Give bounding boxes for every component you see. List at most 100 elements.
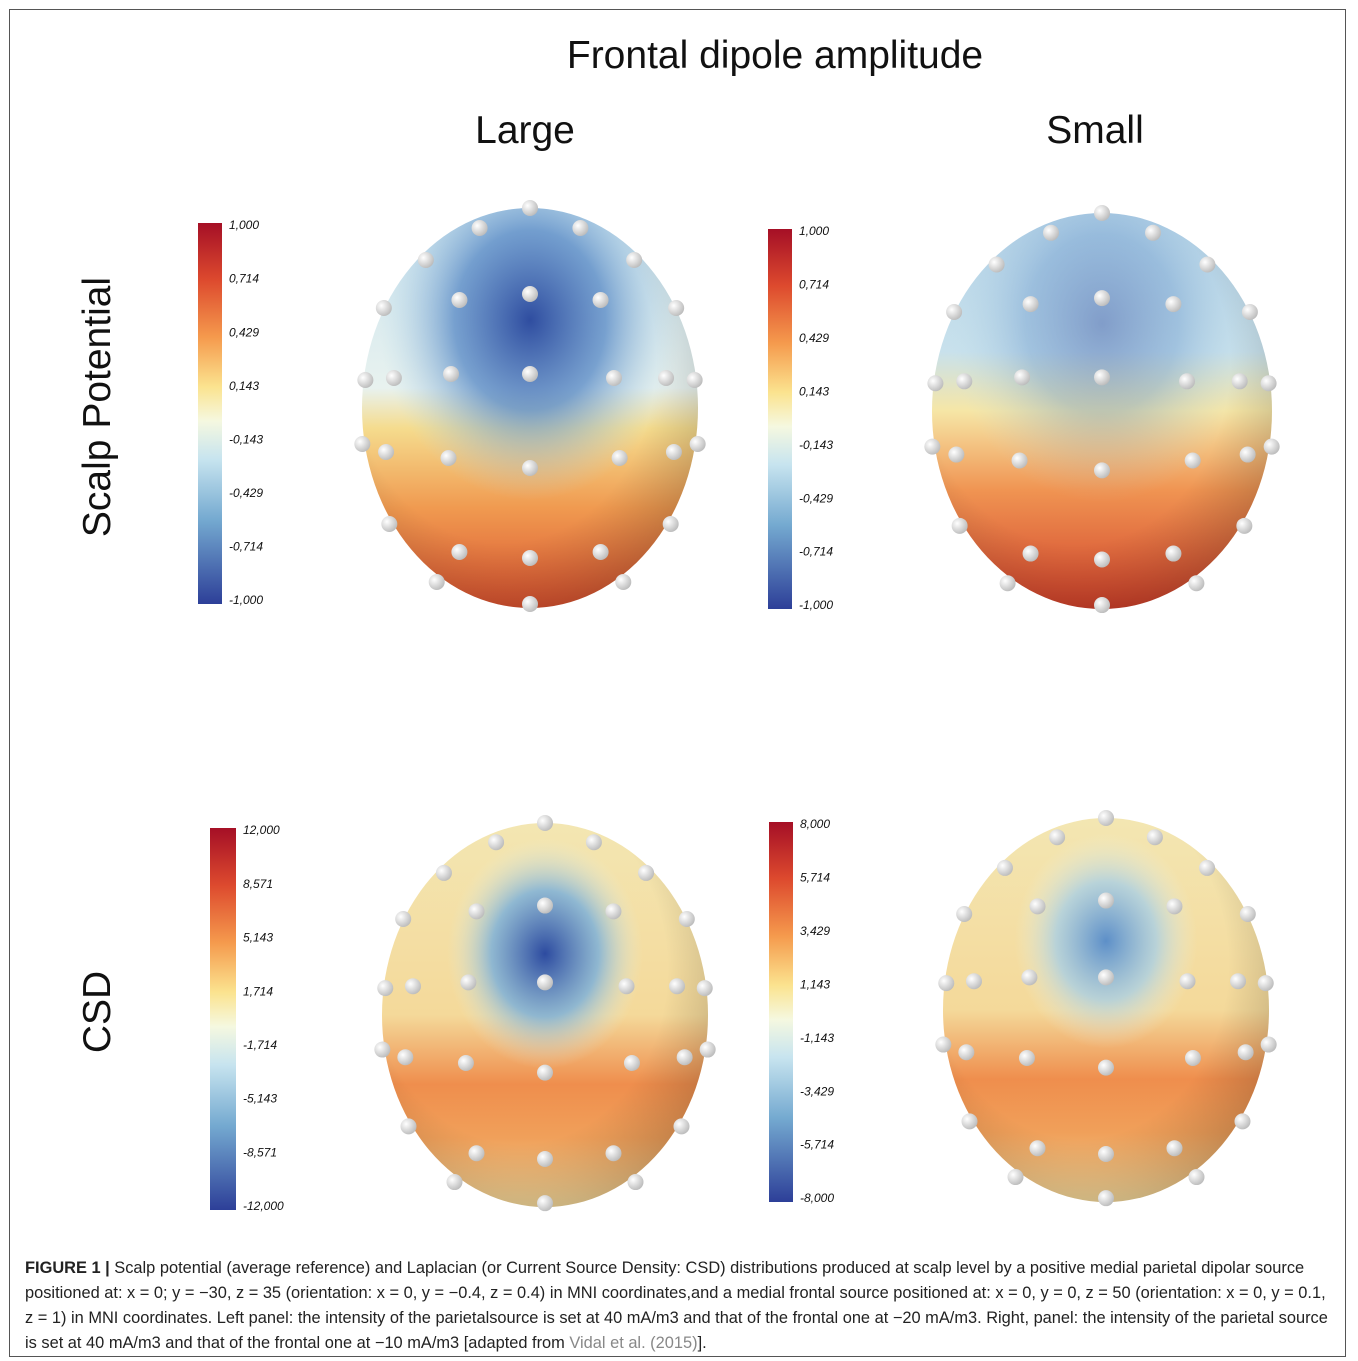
reference-link[interactable]: Vidal et al. (2015) [569, 1334, 698, 1352]
electrode [1022, 545, 1039, 562]
electrode [961, 1113, 978, 1130]
colorbar-label: 8,000 [800, 817, 830, 831]
electrode [1166, 1140, 1183, 1157]
colorbar-label: -8,571 [243, 1145, 277, 1159]
electrode [1179, 973, 1196, 990]
electrode [605, 903, 622, 920]
colorbar-label: -0,714 [799, 545, 833, 559]
electrode [404, 978, 421, 995]
colorbar-label: -0,143 [799, 438, 833, 452]
electrode [626, 252, 643, 268]
colorbar-label: -1,143 [800, 1031, 834, 1045]
electrode [927, 375, 944, 392]
electrode [638, 864, 655, 881]
electrode [996, 859, 1013, 876]
electrode [381, 516, 398, 532]
head-shade [932, 213, 1272, 609]
electrode [354, 436, 371, 452]
colorbar-label: 0,714 [799, 278, 829, 292]
colorbar [210, 828, 236, 1210]
electrode [435, 864, 452, 881]
electrode [606, 370, 622, 386]
electrode [417, 252, 434, 268]
electrode [935, 1036, 952, 1053]
electrode [522, 596, 538, 612]
colorbar-label: 3,429 [800, 924, 830, 938]
colorbar-label: -3,429 [800, 1084, 834, 1098]
electrode [615, 574, 632, 590]
colorbar-label: 1,000 [799, 224, 829, 238]
electrode [1007, 1169, 1024, 1186]
electrode [696, 980, 713, 997]
electrode [375, 300, 392, 316]
electrode [1011, 452, 1028, 469]
electrode [958, 1044, 975, 1061]
electrode [662, 516, 679, 532]
electrode [699, 1041, 716, 1058]
electrode [1260, 375, 1277, 392]
electrode [1179, 373, 1195, 390]
electrode [377, 980, 394, 997]
caption: FIGURE 1 | Scalp potential (average refe… [25, 1256, 1337, 1356]
electrode [537, 897, 553, 914]
electrode [592, 544, 609, 560]
electrode [1094, 205, 1110, 221]
electrode [988, 256, 1005, 273]
electrode [1022, 296, 1039, 313]
electrode [585, 834, 602, 851]
electrode [1188, 1169, 1205, 1186]
electrode [522, 286, 538, 302]
colorbar-label: -0,143 [229, 432, 263, 446]
electrode [1239, 446, 1256, 463]
electrode [1257, 975, 1274, 992]
electrode [623, 1055, 640, 1071]
column-header: Large [475, 109, 575, 152]
colorbar-label: 0,429 [229, 325, 259, 339]
electrode [665, 444, 682, 460]
electrode [1043, 224, 1059, 241]
electrode [443, 366, 460, 382]
electrode [686, 372, 703, 388]
electrode [1165, 545, 1182, 562]
electrode [446, 1174, 463, 1191]
colorbar-label: 0,143 [799, 384, 829, 398]
electrode [1098, 892, 1114, 909]
electrode [673, 1118, 690, 1135]
electrode [1029, 898, 1046, 915]
row-label: CSD [76, 971, 119, 1053]
electrode [468, 903, 485, 920]
colorbar-label: -5,714 [800, 1138, 834, 1152]
electrode [468, 1145, 485, 1162]
figure-frame [9, 9, 1346, 1357]
colorbar-label: 1,143 [800, 977, 830, 991]
colorbar [198, 223, 222, 604]
head-shade [943, 818, 1269, 1202]
electrode [1199, 256, 1216, 273]
figure: Frontal dipole amplitude Large Small Sca… [76, 34, 1280, 1213]
electrode [537, 1064, 553, 1081]
colorbar-label: 0,714 [229, 272, 259, 286]
electrode [1098, 1059, 1114, 1076]
electrode [678, 911, 695, 927]
electrode [669, 978, 686, 995]
electrode [537, 1151, 553, 1167]
electrode [1165, 296, 1182, 313]
electrode [1098, 969, 1114, 986]
electrode [428, 574, 445, 590]
electrode [1237, 1044, 1254, 1061]
electrode [946, 304, 963, 320]
electrode [1098, 1146, 1114, 1162]
colorbar-label: 5,714 [800, 871, 830, 885]
electrode [1094, 462, 1110, 479]
electrode [1241, 304, 1258, 320]
electrode [924, 438, 941, 455]
electrode [1021, 969, 1038, 986]
electrode [378, 444, 395, 460]
electrode [1014, 369, 1031, 386]
electrode [522, 366, 538, 382]
electrode [440, 450, 457, 466]
electrode [658, 370, 675, 386]
electrode [1145, 224, 1161, 241]
figure-title: Frontal dipole amplitude [567, 34, 983, 77]
electrode [627, 1174, 644, 1191]
